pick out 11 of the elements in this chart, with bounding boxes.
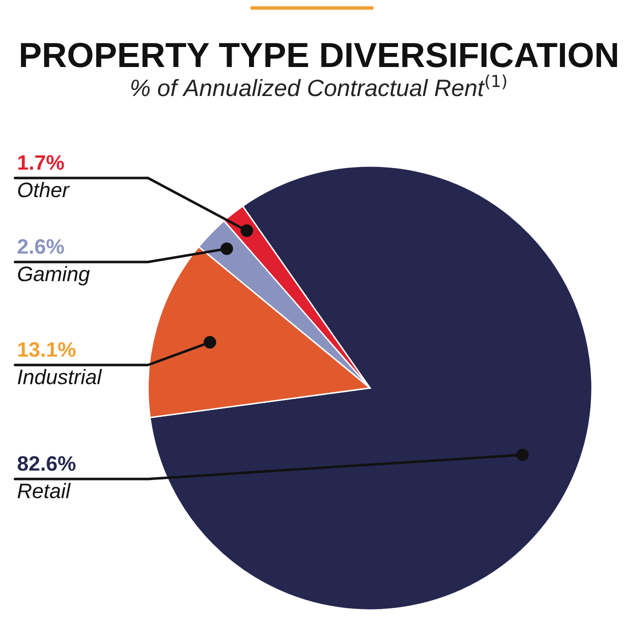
slice-label: Retail xyxy=(18,483,71,498)
slice-label: Other xyxy=(18,182,70,198)
data-label: 1.7% xyxy=(18,155,64,170)
slice-label: Industrial xyxy=(18,369,102,384)
data-label: 13.1% xyxy=(18,342,76,357)
pie-slice xyxy=(149,165,593,611)
chart-title: PROPERTY TYPE DIVERSIFICATION xyxy=(20,42,618,68)
slice-label: Gaming xyxy=(18,266,90,286)
data-label: 82.6% xyxy=(18,456,76,471)
data-label: 2.6% xyxy=(18,239,64,254)
chart-subtitle: % of Annualized Contractual Rent$^{(1)}$ xyxy=(131,74,506,96)
